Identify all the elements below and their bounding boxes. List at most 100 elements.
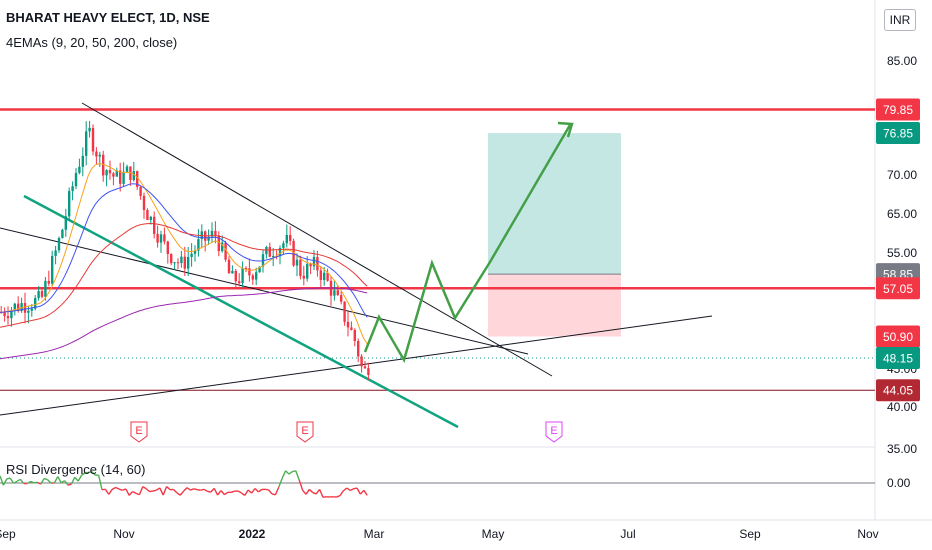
- candle: [136, 171, 139, 187]
- channel-line: [23, 194, 459, 429]
- candle: [37, 291, 40, 299]
- candle: [319, 270, 322, 281]
- candle: [333, 290, 336, 296]
- candle: [122, 171, 125, 184]
- candle: [265, 246, 268, 255]
- rsi-segment: [217, 490, 222, 496]
- price-label-box: [876, 379, 920, 402]
- candle: [17, 303, 20, 311]
- rsi-segment: [6, 477, 11, 480]
- price-label-box: [876, 347, 920, 370]
- rsi-segment: [115, 486, 120, 490]
- currency-badge[interactable]: INR: [884, 9, 916, 31]
- candle: [278, 248, 282, 257]
- candle: [173, 262, 176, 264]
- price-label-box: [876, 325, 920, 348]
- candle: [176, 262, 180, 264]
- ema-9-line: [0, 163, 368, 345]
- target-zone: [488, 133, 621, 275]
- price-label: 48.15: [883, 352, 913, 366]
- rsi-segment: [67, 483, 72, 486]
- price-label-box: [876, 98, 920, 121]
- candle: [268, 246, 271, 257]
- rsi-segment: [258, 488, 263, 493]
- candle: [316, 256, 319, 271]
- earnings-marker: [130, 421, 148, 443]
- candle: [180, 256, 183, 264]
- rsi-segment: [132, 490, 137, 494]
- symbol-title[interactable]: BHARAT HEAVY ELECT, 1D, NSE: [6, 10, 210, 25]
- rsi-segment: [40, 478, 45, 485]
- rsi-segment: [197, 488, 201, 491]
- candle: [132, 171, 135, 181]
- candle: [217, 235, 220, 252]
- rsi-segment: [179, 490, 185, 496]
- rsi-label[interactable]: RSI Divergence (14, 60): [6, 462, 146, 477]
- rsi-segment: [9, 477, 15, 484]
- rsi-segment: [278, 477, 283, 488]
- rsi-segment: [356, 487, 362, 495]
- candle: [91, 127, 95, 152]
- rsi-segment: [207, 490, 211, 493]
- candle: [343, 301, 346, 322]
- candle: [282, 243, 285, 249]
- candle: [289, 235, 292, 241]
- rsi-segment: [210, 487, 215, 493]
- rsi-segment: [342, 487, 348, 492]
- candle: [3, 312, 6, 317]
- candle: [44, 280, 47, 297]
- price-label: 57.05: [883, 282, 913, 296]
- projection-arrowhead: [557, 121, 574, 138]
- rsi-segment: [265, 488, 269, 491]
- rsi-segment: [43, 477, 48, 481]
- y-tick-label: 40.00: [887, 400, 917, 414]
- candle: [323, 272, 326, 281]
- rsi-segment: [339, 490, 344, 497]
- candle: [210, 230, 214, 237]
- rsi-segment: [281, 470, 287, 479]
- candle: [30, 308, 33, 311]
- candle: [299, 259, 302, 276]
- rsi-segment: [292, 470, 296, 473]
- candle: [20, 303, 23, 311]
- x-tick-label: Mar: [364, 527, 385, 541]
- candle: [54, 250, 57, 256]
- candle: [336, 290, 339, 296]
- x-tick-label: Nov: [113, 527, 134, 541]
- candle: [112, 173, 115, 177]
- earnings-marker-label: E: [135, 425, 142, 437]
- candle: [221, 242, 224, 252]
- earnings-marker-label: E: [550, 425, 557, 437]
- candle: [357, 341, 360, 357]
- rsi-segment: [138, 486, 144, 496]
- candle: [88, 127, 91, 132]
- candle: [64, 216, 67, 230]
- rsi-segment: [74, 476, 79, 482]
- candle: [163, 234, 166, 242]
- rsi-segment: [159, 487, 164, 496]
- x-tick-label: Nov: [857, 527, 878, 541]
- candle: [81, 155, 84, 167]
- rsi-segment: [125, 488, 130, 496]
- indicator-label[interactable]: 4EMAs (9, 20, 50, 200, close): [6, 35, 178, 50]
- rsi-segment: [240, 492, 246, 496]
- rsi-segment: [47, 479, 52, 484]
- candle: [23, 303, 27, 313]
- candle: [34, 298, 37, 309]
- rsi-segment: [2, 478, 8, 486]
- stop-zone: [488, 274, 621, 337]
- rsi-segment: [111, 486, 116, 490]
- candle: [146, 210, 149, 221]
- candle: [0, 312, 3, 314]
- candle: [51, 255, 54, 284]
- rsi-segment: [336, 494, 341, 498]
- candle: [187, 256, 190, 269]
- candle: [234, 270, 237, 282]
- rsi-segment: [37, 481, 42, 485]
- candle: [227, 259, 231, 274]
- candle: [149, 216, 152, 221]
- candle: [241, 268, 244, 284]
- rsi-segment: [70, 476, 76, 485]
